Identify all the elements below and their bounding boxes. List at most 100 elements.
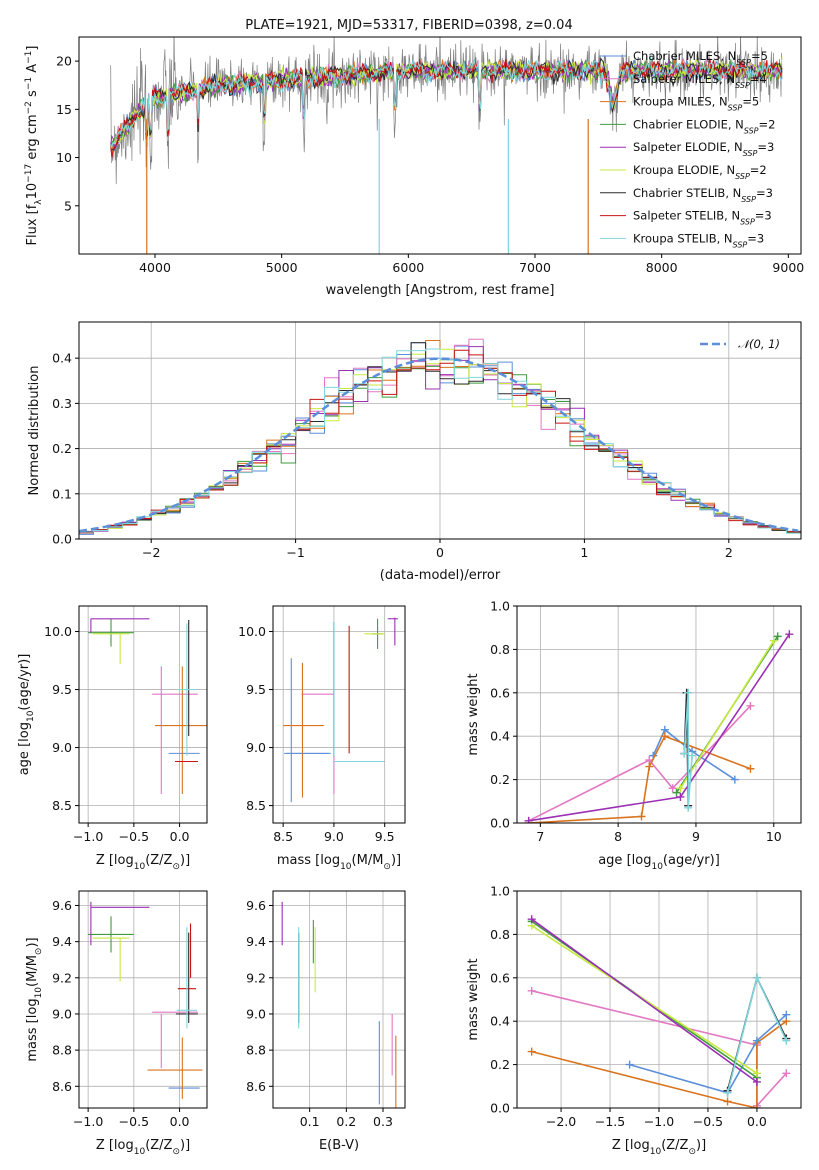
x-tick-label: 0.0 bbox=[170, 1114, 190, 1129]
x-axis-label: Z [log10(Z/Z⊙)] bbox=[96, 1138, 190, 1157]
x-tick-label: 8.5 bbox=[273, 829, 293, 844]
weight-point-marker bbox=[625, 1060, 634, 1069]
y-tick-label: 9.0 bbox=[246, 1006, 266, 1021]
x-tick-label: 7 bbox=[536, 829, 544, 844]
normal-curve-line bbox=[79, 357, 799, 533]
weight-line-6 bbox=[531, 918, 758, 1083]
y-tick-label: 10.0 bbox=[238, 624, 266, 639]
y-tick-label: 9.0 bbox=[52, 1006, 72, 1021]
model-line-8 bbox=[110, 58, 783, 158]
legend-entry: Salpeter STELIB, NSSP=3 bbox=[633, 209, 772, 227]
x-tick-label: −0.5 bbox=[693, 1114, 723, 1129]
y-axis-label: mass weight bbox=[466, 958, 481, 1040]
chart-mass_vs_Z: −1.0 −0.5 0.0 8.6 8.8 9.0 9.2 9.4 9.6 Z [log10(Z/… bbox=[25, 890, 208, 1157]
weight-point-marker bbox=[782, 1069, 791, 1078]
chart-weight_vs_Z: −2.0 −1.5 −1.0 −0.5 0.0 0.0 0.2 0.4 0.6 0.8 1.0 Z [… bbox=[466, 884, 802, 1157]
x-tick-label: −0.5 bbox=[119, 1114, 149, 1129]
y-tick-label: 9.0 bbox=[246, 740, 266, 755]
y-tick-label: 8.6 bbox=[246, 1079, 266, 1094]
y-tick-label: 9.6 bbox=[246, 898, 266, 913]
y-tick-label: 9.6 bbox=[52, 898, 72, 913]
axes-frame bbox=[272, 890, 406, 1109]
y-tick-label: 5 bbox=[64, 198, 72, 213]
plot-area bbox=[79, 338, 801, 535]
y-tick-label: 0.3 bbox=[52, 396, 72, 411]
y-axis-label: mass weight bbox=[466, 673, 481, 755]
legend-entry: Kroupa MILES, NSSP=5 bbox=[633, 95, 759, 113]
chart-age_vs_mass: 8.5 9.0 9.5 8.5 9.0 9.5 10.0 mass [log10(M/M⊙)] bbox=[238, 605, 406, 872]
y-tick-label: 9.0 bbox=[52, 740, 72, 755]
weight-point-marker bbox=[746, 701, 755, 710]
weight-line-8 bbox=[683, 692, 693, 808]
y-tick-label: 0.2 bbox=[52, 441, 72, 456]
y-tick-label: 0.4 bbox=[490, 729, 510, 744]
x-tick-label: 9 bbox=[692, 829, 700, 844]
y-tick-label: 10.0 bbox=[44, 624, 72, 639]
x-tick-label: −2.0 bbox=[546, 1114, 576, 1129]
weight-point-marker bbox=[752, 973, 761, 982]
weight-point-marker bbox=[746, 764, 755, 773]
weight-point-marker bbox=[527, 915, 536, 924]
weight-line-6 bbox=[528, 633, 790, 822]
y-tick-label: 1.0 bbox=[490, 884, 510, 899]
axes-frame bbox=[272, 605, 406, 824]
axes-frame bbox=[78, 36, 802, 255]
weight-line-1 bbox=[528, 705, 751, 822]
x-axis-label: Z [log10(Z/Z⊙)] bbox=[612, 1138, 706, 1157]
x-axis-label: Z [log10(Z/Z⊙)] bbox=[96, 853, 190, 872]
legend-entry: Chabrier ELODIE, NSSP=2 bbox=[633, 117, 775, 135]
x-tick-label: −2 bbox=[142, 545, 160, 560]
legend-entry: 𝒩(0, 1) bbox=[738, 337, 780, 351]
plot-area bbox=[88, 901, 203, 1099]
axes-frame bbox=[78, 890, 208, 1109]
x-tick-label: 7000 bbox=[519, 260, 551, 275]
weight-point-marker bbox=[524, 816, 533, 823]
y-tick-label: 0.0 bbox=[52, 532, 72, 547]
plot-area bbox=[88, 618, 207, 794]
x-axis-label: mass [log10(M/M⊙)] bbox=[277, 853, 401, 872]
weight-point-marker bbox=[782, 1036, 791, 1045]
weight-point-marker bbox=[785, 630, 794, 639]
x-axis-label: E(B-V) bbox=[319, 1138, 359, 1153]
y-tick-label: 8.8 bbox=[52, 1043, 72, 1058]
weight-point-marker bbox=[527, 1047, 536, 1056]
axes-frame bbox=[516, 605, 802, 824]
y-tick-label: 0.0 bbox=[490, 816, 510, 831]
weight-point-marker bbox=[684, 688, 693, 697]
y-tick-label: 1.0 bbox=[490, 599, 510, 614]
y-tick-label: 8.5 bbox=[52, 798, 72, 813]
x-tick-label: −0.5 bbox=[119, 829, 149, 844]
weight-point-marker bbox=[688, 751, 697, 760]
chart-residuals: −2 −1 0 1 2 0.0 0.1 0.2 0.3 0.4 (data-model)/error… bbox=[27, 321, 802, 583]
legend-entry: Kroupa STELIB, NSSP=3 bbox=[633, 231, 764, 249]
x-tick-label: 9.5 bbox=[375, 829, 395, 844]
x-tick-label: 4000 bbox=[139, 260, 171, 275]
y-tick-label: 10 bbox=[56, 150, 72, 165]
x-tick-label: 1 bbox=[580, 545, 588, 560]
y-tick-label: 0.6 bbox=[490, 685, 510, 700]
x-tick-label: −1.0 bbox=[73, 1114, 103, 1129]
model-line-9 bbox=[110, 54, 783, 148]
y-tick-label: 0.8 bbox=[490, 642, 510, 657]
x-tick-label: 0.2 bbox=[336, 1114, 356, 1129]
weight-point-marker bbox=[723, 1088, 732, 1097]
x-tick-label: 0.3 bbox=[373, 1114, 393, 1129]
weight-line-5 bbox=[531, 925, 758, 1074]
y-tick-label: 9.2 bbox=[52, 970, 72, 985]
weight-point-marker bbox=[676, 784, 685, 793]
y-tick-label: 0.0 bbox=[490, 1101, 510, 1116]
y-tick-label: 9.5 bbox=[246, 682, 266, 697]
x-tick-label: 10 bbox=[766, 829, 782, 844]
weight-point-marker bbox=[752, 1036, 761, 1045]
x-axis-label: wavelength [Angstrom, rest frame] bbox=[326, 283, 555, 298]
weight-point-marker bbox=[782, 1010, 791, 1019]
y-axis-label: age [log10(age/yr)] bbox=[17, 654, 36, 776]
x-axis-label: age [log10(age/yr)] bbox=[598, 853, 720, 872]
y-axis-label: mass [log10(M/M⊙)] bbox=[25, 937, 44, 1061]
x-tick-label: 0.0 bbox=[170, 829, 190, 844]
y-tick-label: 0.4 bbox=[52, 351, 72, 366]
x-tick-label: 9000 bbox=[772, 260, 804, 275]
plot-area bbox=[524, 630, 794, 823]
chart-spectrum: 4000 5000 6000 7000 8000 9000 5 10 15 20 PLATE=192… bbox=[24, 18, 804, 298]
